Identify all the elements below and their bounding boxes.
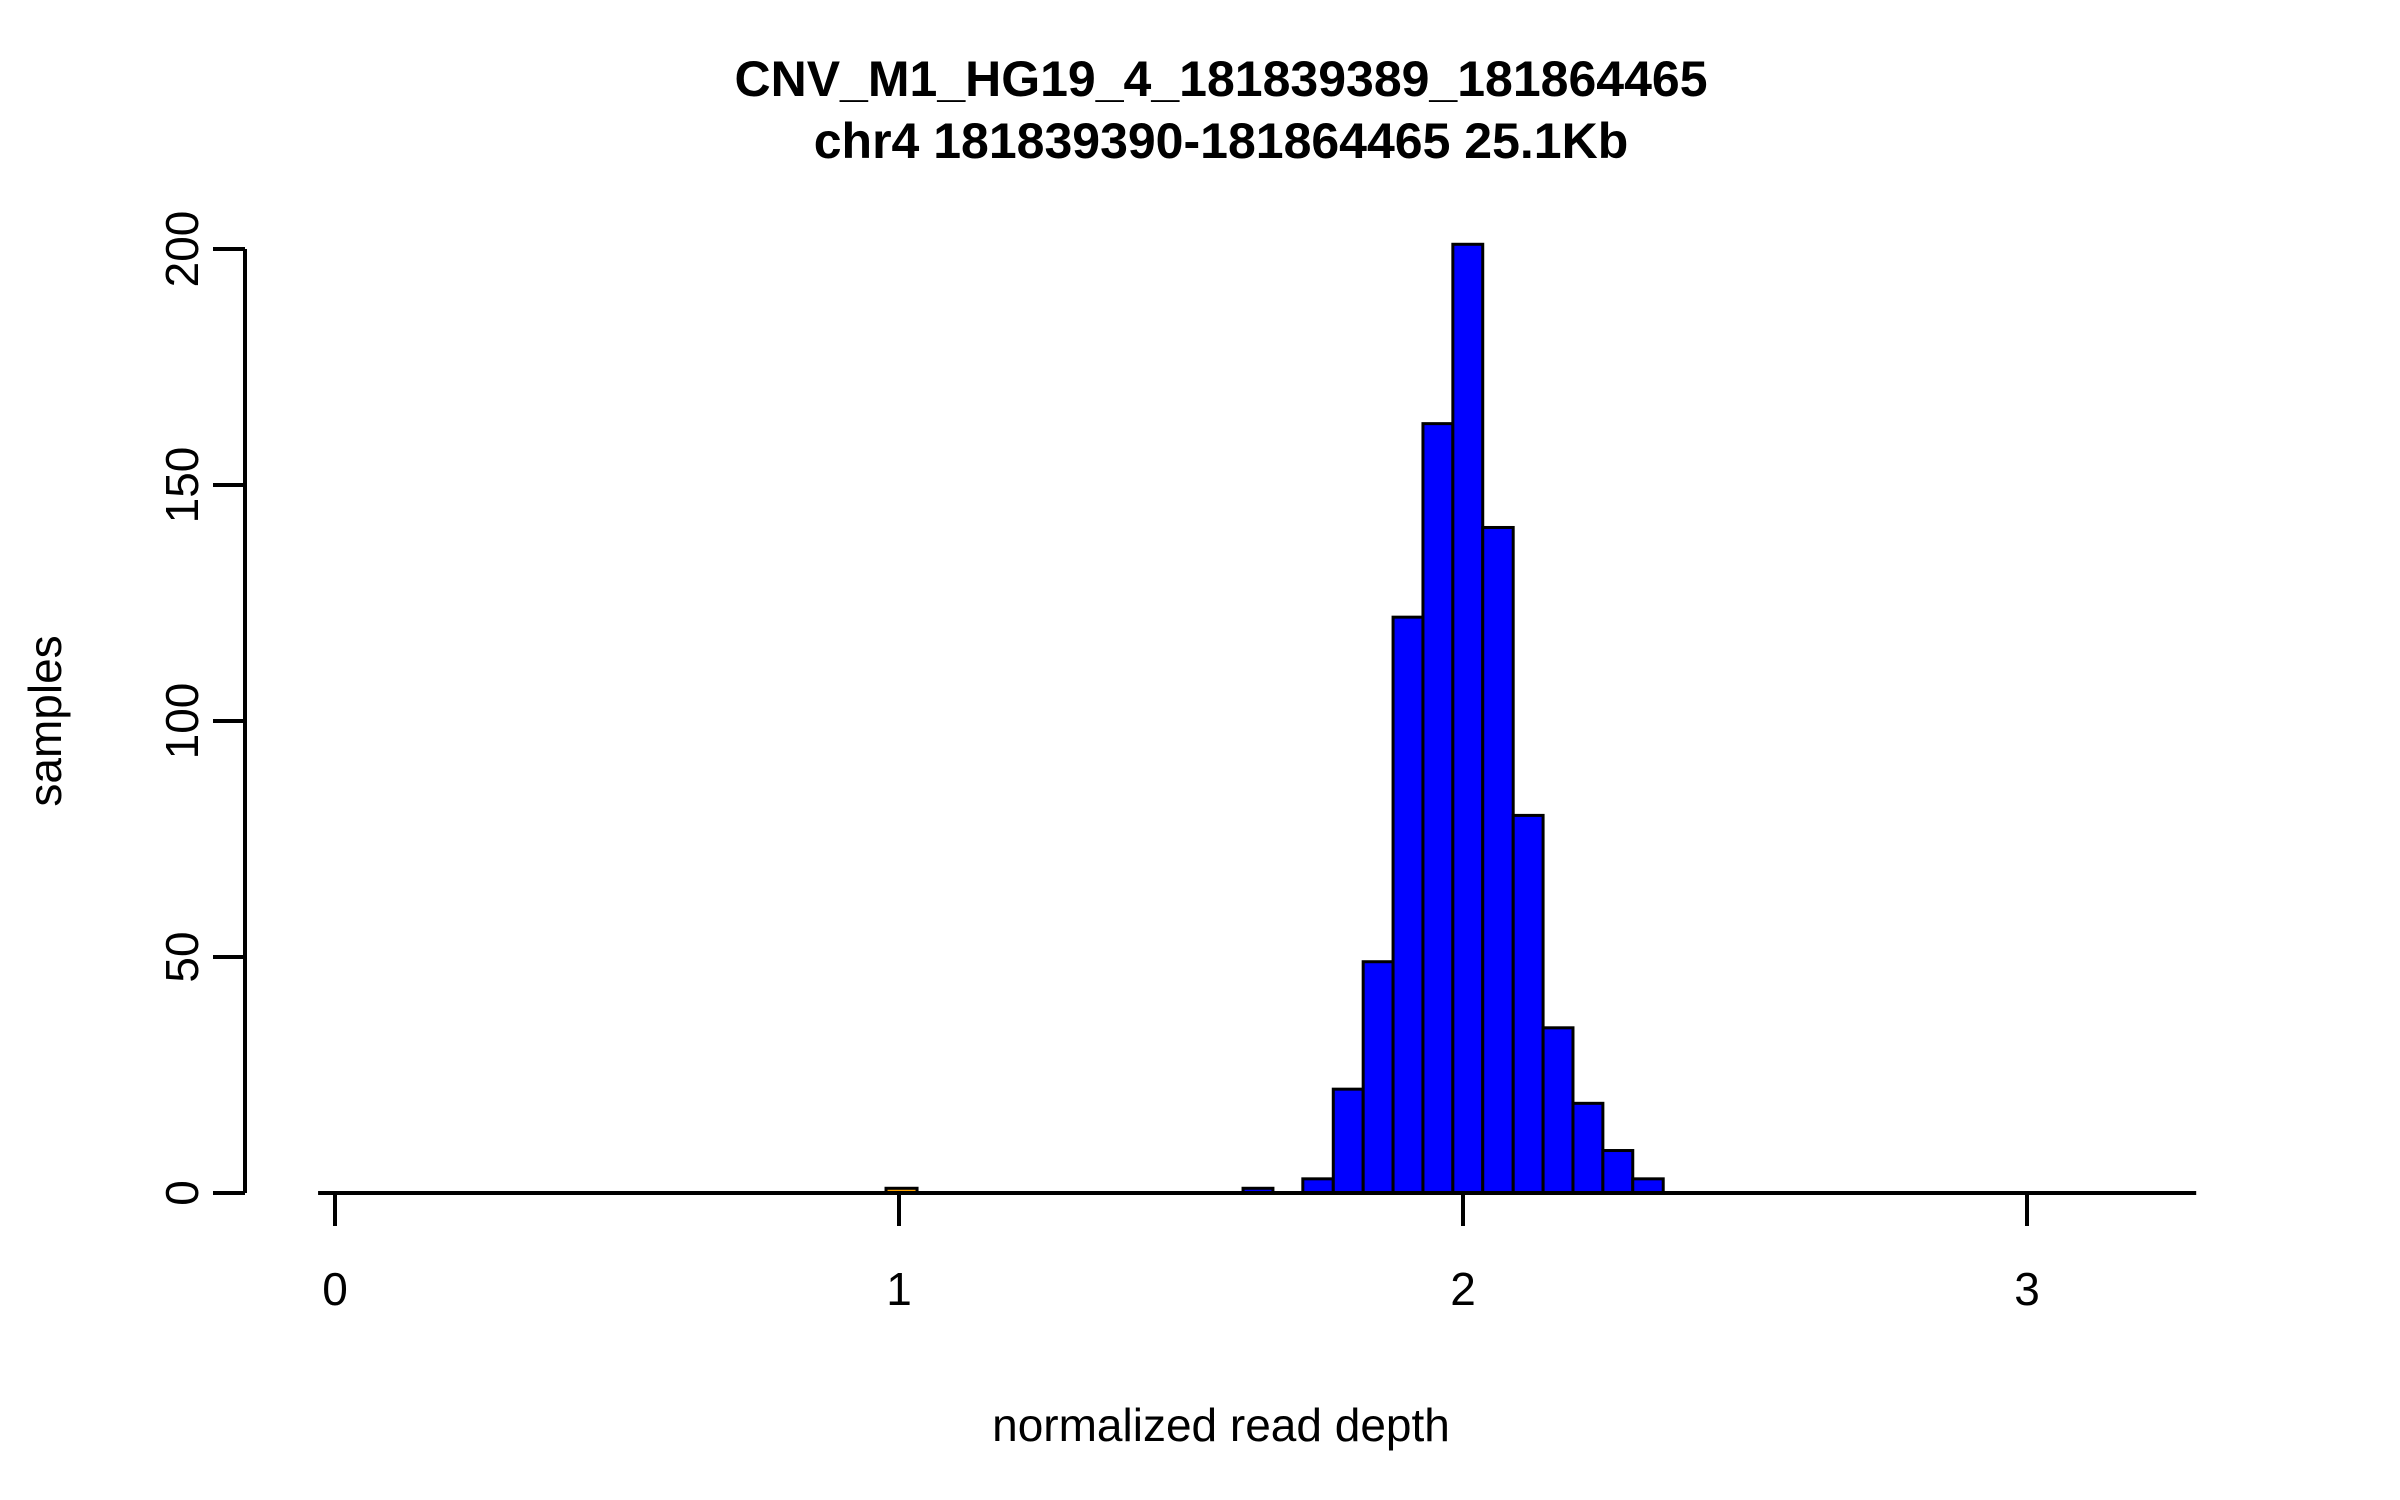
histogram-bar bbox=[1511, 813, 1545, 1195]
y-tick-label-0: 0 bbox=[156, 1180, 208, 1206]
histogram-bar bbox=[1541, 1026, 1575, 1195]
histogram-bar bbox=[1571, 1101, 1605, 1195]
histogram-bar bbox=[1601, 1149, 1635, 1195]
histogram-bar bbox=[1481, 525, 1515, 1195]
x-axis-label: normalized read depth bbox=[992, 1399, 1450, 1451]
labels-layer: CNV_M1_HG19_4_181839389_181864465 chr4 1… bbox=[19, 51, 2040, 1451]
histogram-bar bbox=[1451, 242, 1485, 1195]
histogram-bar bbox=[1301, 1177, 1335, 1195]
y-tick-label-150: 150 bbox=[156, 447, 208, 524]
chart-subtitle: chr4 181839390-181864465 25.1Kb bbox=[814, 113, 1629, 169]
x-tick-label-1: 1 bbox=[886, 1263, 912, 1315]
chart-title: CNV_M1_HG19_4_181839389_181864465 bbox=[734, 51, 1707, 107]
histogram-bar bbox=[1331, 1087, 1365, 1195]
y-axis-label: samples bbox=[19, 635, 71, 806]
x-tick-label-3: 3 bbox=[2014, 1263, 2040, 1315]
histogram-bar bbox=[1631, 1177, 1665, 1195]
x-tick-label-0: 0 bbox=[322, 1263, 348, 1315]
y-tick-label-200: 200 bbox=[156, 211, 208, 288]
y-tick-label-50: 50 bbox=[156, 931, 208, 982]
histogram-bar bbox=[1421, 422, 1455, 1195]
bars-layer bbox=[884, 242, 1665, 1195]
y-tick-label-100: 100 bbox=[156, 683, 208, 760]
histogram-bar bbox=[1391, 615, 1425, 1195]
histogram-bar bbox=[1361, 960, 1395, 1195]
x-tick-label-2: 2 bbox=[1450, 1263, 1476, 1315]
axes-layer bbox=[213, 247, 2197, 1226]
